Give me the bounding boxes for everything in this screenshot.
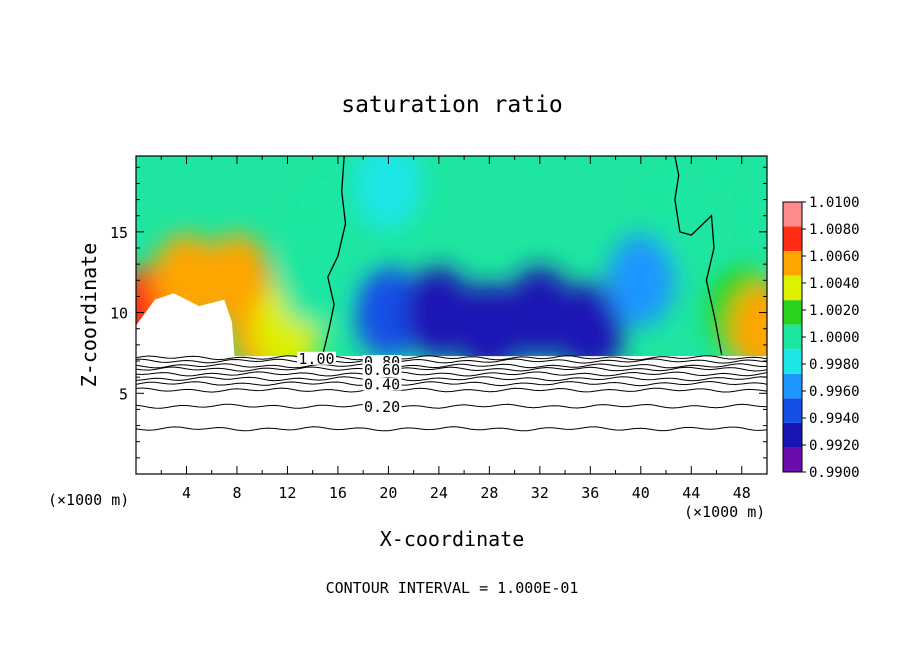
colorbar-swatch-1 <box>783 422 802 448</box>
plot-frame <box>135 155 768 475</box>
field-sample-14 <box>657 169 726 262</box>
contour-line-6 <box>136 380 767 387</box>
contour-label-bg-4 <box>362 400 402 414</box>
unsaturated-pocket <box>136 293 235 357</box>
contour-line-9 <box>136 426 767 432</box>
x-axis-label: X-coordinate <box>380 527 525 551</box>
contour-label-0: 1.00 <box>298 350 334 368</box>
contour-line-5 <box>136 376 767 382</box>
colorbar-swatch-3 <box>783 373 802 399</box>
y-tick-label: 15 <box>110 224 128 242</box>
contour-1-00-right <box>674 156 723 355</box>
colorbar-swatch-10 <box>783 202 802 227</box>
contour-interval-note: CONTOUR INTERVAL = 1.000E-01 <box>326 579 579 597</box>
field-sample-8 <box>354 266 423 359</box>
contour-labels: 1.00 0.800.600.400.20 <box>297 350 402 416</box>
contour-line-0 <box>136 355 767 361</box>
x-tick-label: 44 <box>682 484 700 502</box>
contour-line-7 <box>136 387 767 393</box>
colorbar-swatch-9 <box>783 226 802 252</box>
field-sample-13 <box>606 234 675 327</box>
x-tick-label: 28 <box>480 484 498 502</box>
colorbar-label: 0.9900 <box>809 465 860 481</box>
contour-line-1 <box>136 358 767 364</box>
chart-title: saturation ratio <box>341 92 563 118</box>
colorbar-swatch-5 <box>783 324 802 350</box>
contour-label-4: 0.20 <box>364 398 400 416</box>
colorbar-swatch-0 <box>783 447 802 472</box>
x-tick-label: 20 <box>379 484 397 502</box>
x-tick-label: 8 <box>232 484 241 502</box>
colorbar-swatch-4 <box>783 349 802 374</box>
y-tick-label: 5 <box>119 385 128 403</box>
colorbar-label: 0.9960 <box>809 384 860 400</box>
contour-label-3: 0.40 <box>364 376 400 394</box>
below-surface-area <box>136 356 767 474</box>
field-sample-12 <box>556 282 625 375</box>
contour-label-bg-3 <box>362 377 402 391</box>
field-sample-7 <box>354 156 423 230</box>
contour-label-bg-2 <box>362 363 402 377</box>
colorbar-label: 1.0060 <box>809 249 860 265</box>
colorbar-label: 1.0100 <box>809 195 860 211</box>
x-tick-label: 12 <box>278 484 296 502</box>
contour-lines <box>136 156 767 432</box>
x-tick-label: 36 <box>581 484 599 502</box>
colorbar-label: 0.9940 <box>809 411 860 427</box>
colorbar: 0.9900 0.9920 0.9940 0.9960 0.9980 1.0000 1.00… <box>782 195 860 481</box>
colorbar-swatch-7 <box>783 275 802 301</box>
x-tick-label: 4 <box>182 484 191 502</box>
x-tick-label: 40 <box>632 484 650 502</box>
x-tick-label: 32 <box>531 484 549 502</box>
contour-label-2: 0.60 <box>364 361 400 379</box>
x-unit-right: (×1000 m) <box>684 503 765 521</box>
contour-line-4 <box>136 371 767 377</box>
y-tick-label: 10 <box>110 305 128 323</box>
x-unit-left: (×1000 m) <box>48 491 129 509</box>
colorbar-label: 1.0080 <box>809 222 860 238</box>
x-tick-label: 16 <box>329 484 347 502</box>
saturation-field <box>136 156 767 474</box>
field-sample-16 <box>730 282 767 375</box>
x-axis-ticks: 4 8 12 16 20 24 28 32 36 40 44 48 <box>160 156 751 502</box>
y-axis-ticks: 5 10 15 <box>110 166 767 459</box>
x-tick-label: 48 <box>733 484 751 502</box>
contour-line-8 <box>136 403 767 409</box>
colorbar-label: 1.0000 <box>809 330 860 346</box>
field-blobs <box>136 156 767 375</box>
contour-1-00-left <box>322 156 347 355</box>
x-tick-label: 24 <box>430 484 448 502</box>
colorbar-label: 1.0040 <box>809 276 860 292</box>
contour-line-3 <box>136 366 767 372</box>
colorbar-label: 1.0020 <box>809 303 860 319</box>
colorbar-label: 0.9980 <box>809 357 860 373</box>
colorbar-swatch-8 <box>783 251 802 276</box>
y-axis-label: Z-coordinate <box>77 243 101 388</box>
field-sample-6 <box>303 185 372 278</box>
colorbar-swatch-2 <box>783 398 802 423</box>
contour-line-2 <box>136 363 767 369</box>
colorbar-swatch-6 <box>783 300 802 325</box>
colorbar-label: 0.9920 <box>809 438 860 454</box>
contour-label-bg-0 <box>297 351 336 365</box>
